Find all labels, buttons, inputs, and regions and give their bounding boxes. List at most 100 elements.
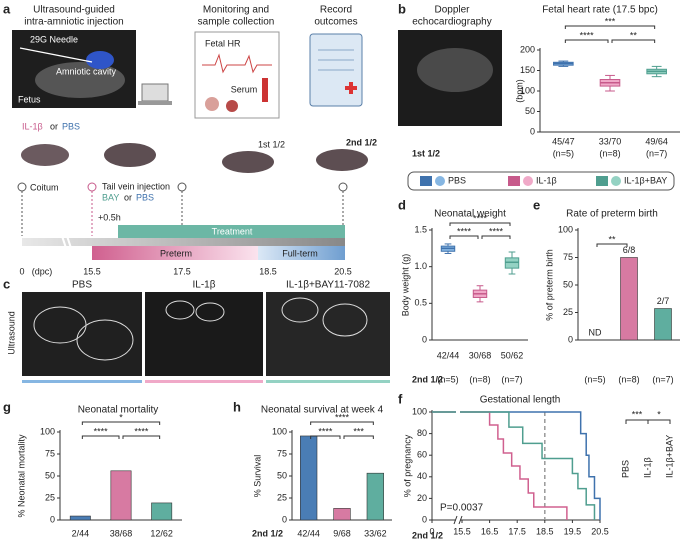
- image-title: Doppler: [434, 5, 470, 16]
- axis-break: [453, 515, 463, 525]
- bar: [366, 472, 384, 521]
- chart-title: Gestational length: [480, 395, 561, 406]
- timeline-label: or: [124, 192, 132, 202]
- image-texture: [86, 51, 114, 69]
- bar: [110, 470, 132, 521]
- bracket: [647, 419, 671, 424]
- bar: [620, 257, 638, 341]
- panel-label: g: [3, 399, 11, 414]
- significance: ****: [489, 226, 504, 236]
- y-tick-label: 200: [520, 44, 535, 54]
- y-axis-label: % Survival: [252, 455, 262, 498]
- n-label: (n=7): [646, 148, 667, 158]
- bracket: [449, 235, 479, 239]
- significance: ****: [473, 213, 488, 223]
- y-tick-label: 100: [272, 426, 287, 436]
- n-label: (n=5): [553, 148, 574, 158]
- timeline-label: Treatment: [212, 226, 253, 236]
- needle: [19, 47, 93, 63]
- x-tick-label: 18.5: [536, 526, 554, 536]
- timeline-tick: (dpc): [32, 266, 53, 276]
- timeline-tick: 20.5: [334, 266, 352, 276]
- ultrasound-image: [266, 292, 390, 376]
- x-tick-label: 0: [429, 526, 434, 536]
- y-tick-label: 100: [412, 406, 427, 416]
- column-title: IL-1β+BAY11-7082: [286, 280, 370, 291]
- timeline-label: Coitum: [30, 182, 59, 192]
- significance: ****: [580, 30, 595, 40]
- y-tick-label: 100: [520, 85, 535, 95]
- bracket: [81, 435, 120, 439]
- schematic-title: outcomes: [314, 17, 357, 28]
- bracket: [596, 243, 628, 247]
- y-tick-label: 50: [277, 470, 287, 480]
- significance: ****: [457, 226, 472, 236]
- timeline-tick: 0: [19, 266, 24, 276]
- image-label: 29G Needle: [30, 34, 78, 44]
- y-tick-label: 75: [277, 448, 287, 458]
- legend-label: PBS: [448, 175, 466, 185]
- schematic-title: intra-amniotic injection: [24, 17, 124, 28]
- legend-label: IL-1β+BAY: [664, 435, 674, 478]
- marker: [338, 182, 348, 192]
- value-label: 42/44: [297, 528, 320, 538]
- bracket: [122, 435, 161, 439]
- significance: **: [608, 234, 616, 244]
- y-axis-label: (bpm): [514, 79, 524, 103]
- x-tick-label: 17.5: [508, 526, 526, 536]
- fetus-outline: [322, 303, 368, 337]
- n-label: (n=8): [469, 374, 490, 384]
- value-label: 33/62: [364, 528, 387, 538]
- row-label: 2nd 1/2: [412, 530, 443, 540]
- x-tick-label: 15.5: [453, 526, 471, 536]
- laptop: [141, 83, 169, 102]
- image-label: Fetus: [18, 94, 41, 104]
- value-label: 6/8: [623, 245, 636, 255]
- bracket: [310, 435, 341, 439]
- image-texture: [35, 62, 125, 98]
- timeline-tick: 17.5: [173, 266, 191, 276]
- x-tick-label: 16.5: [481, 526, 499, 536]
- survival-line: [432, 411, 601, 520]
- y-tick-label: 0: [568, 334, 573, 344]
- n-label: (n=7): [501, 374, 522, 384]
- schematic-title: sample collection: [198, 17, 275, 28]
- y-tick-label: 0: [50, 514, 55, 524]
- legend-swatch: [508, 176, 520, 186]
- significance: ****: [94, 426, 109, 436]
- value-label: 9/68: [333, 528, 351, 538]
- significance: ***: [632, 409, 643, 419]
- axis-break: [61, 235, 72, 249]
- survival-line: [432, 411, 596, 520]
- significance: **: [630, 30, 638, 40]
- significance: ***: [353, 426, 364, 436]
- y-tick-label: 100: [558, 224, 573, 234]
- column-title: IL-1β: [193, 280, 216, 291]
- group-bar: [22, 380, 142, 383]
- timeline-label: Preterm: [160, 248, 192, 258]
- group-bar: [266, 380, 390, 383]
- bar: [300, 435, 318, 521]
- bracket: [310, 421, 374, 425]
- n-label: (n=8): [618, 374, 639, 384]
- schematic: Ultrasound-guided intra-amniotic injecti…: [12, 5, 377, 276]
- legend-label: IL-1β+BAY: [624, 175, 667, 185]
- count-label: 49/64: [645, 136, 668, 146]
- y-tick-label: 50: [563, 279, 573, 289]
- panel-label: e: [533, 197, 540, 212]
- panel-label: d: [398, 197, 406, 212]
- bracket: [449, 222, 511, 226]
- y-tick-label: 25: [277, 492, 287, 502]
- y-axis-label: Body weight (g): [400, 254, 410, 317]
- mouse: [222, 151, 274, 173]
- timeline-tick: 15.5: [83, 266, 101, 276]
- fetus-icon: [205, 97, 219, 111]
- n-label: (n=5): [584, 374, 605, 384]
- n-label: (n=5): [437, 374, 458, 384]
- image-label: Amniotic cavity: [56, 66, 117, 76]
- timeline-label: PBS: [136, 192, 154, 202]
- dose-label: PBS: [62, 121, 80, 131]
- bracket: [343, 435, 374, 439]
- timeline-label: BAY: [102, 192, 119, 202]
- y-axis-label: % Neonatal mortality: [16, 434, 26, 518]
